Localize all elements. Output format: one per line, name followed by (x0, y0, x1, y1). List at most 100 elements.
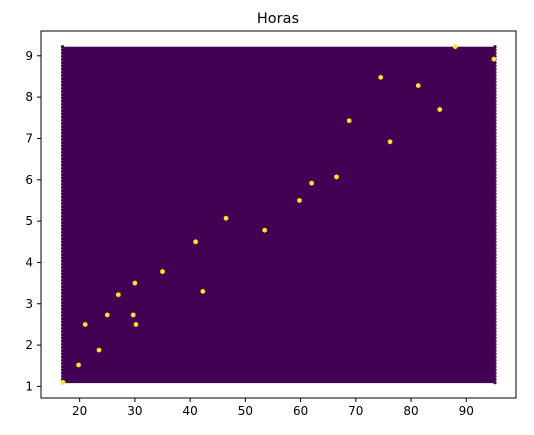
hexbin-edge-right (493, 61, 497, 65)
hexbin-edge-left (60, 144, 65, 148)
hexbin-edge-right (493, 157, 497, 161)
hexbin-edge-right (493, 208, 497, 212)
hexbin-edge-left (60, 51, 65, 55)
hexbin-edge-left (60, 275, 65, 279)
hexbin-edge-right (493, 80, 497, 84)
hexbin-edge-right (493, 368, 497, 372)
hexbin-edge-left (60, 304, 65, 308)
hexbin-edge-left (60, 115, 65, 119)
hexbin-edge-left (60, 105, 65, 110)
hexbin-edge-right (493, 326, 497, 330)
hexbin-edge-left (60, 54, 65, 58)
hexbin-edge-left (60, 150, 65, 154)
hexbin-edge-right (493, 221, 497, 225)
hexbin-cell (76, 362, 81, 368)
hexbin-edge-left (60, 83, 65, 87)
hexbin-cell (96, 347, 102, 353)
hexbin-edge-left (60, 99, 65, 103)
hexbin-edge-left (60, 67, 65, 71)
hexbin-edge-left (60, 374, 65, 378)
hexbin-edge-left (60, 307, 65, 311)
hexbin-edge-right (493, 93, 497, 97)
hexbin-edge-right (493, 214, 497, 218)
hexbin-edge-right (493, 377, 497, 382)
hexbin-edge-left (60, 262, 65, 266)
hexbin-edge-right (493, 275, 497, 279)
hexbin-edge-right (493, 67, 497, 71)
hexbin-cell (82, 321, 88, 328)
hexbin-edge-left (60, 256, 65, 260)
hexbin-edge-left (60, 313, 65, 318)
hexbin-edge-left (60, 45, 65, 49)
axes-frame (40, 30, 517, 399)
x-tick-label: 90 (459, 404, 474, 418)
hexbin-edge-right (493, 249, 497, 254)
hexbin-edge-right (493, 291, 497, 295)
x-tick-label: 80 (403, 404, 418, 418)
hexbin-edge-left (60, 86, 65, 90)
hexbin-edge-right (493, 131, 497, 135)
hexbin-edge-right (493, 265, 497, 270)
y-tick-label: 7 (25, 131, 33, 145)
hexbin-edge-right (493, 230, 497, 234)
hexbin-edge-left (60, 128, 65, 132)
y-tick-label: 2 (25, 338, 33, 352)
x-tick-label: 60 (293, 404, 308, 418)
hexbin-edge-right (493, 166, 497, 170)
hexbin-cell (116, 292, 121, 298)
hexbin-edge-right (493, 304, 497, 308)
hexbin-cell (130, 312, 136, 318)
hexbin-edge-left (60, 61, 65, 65)
hexbin-edge-right (493, 137, 497, 142)
hexbin-edge-left (60, 278, 65, 282)
hexbin-edge-left (60, 317, 65, 321)
hexbin-edge-left (60, 339, 65, 343)
hexbin-edge-left (60, 102, 65, 106)
hexbin-edge-left (60, 301, 65, 305)
hexbin-edge-right (493, 109, 497, 113)
hexbin-edge-right (493, 102, 497, 106)
hexbin-edge-left (60, 182, 65, 186)
hexbin-edge-right (493, 310, 497, 314)
hexbin-edge-right (493, 121, 497, 126)
hexbin-edge-right (493, 48, 497, 52)
hexbin-edge-left (60, 208, 65, 212)
hexbin-edge-left (60, 70, 65, 74)
hexbin-edge-right (493, 345, 497, 350)
hexbin-edge-right (493, 355, 497, 359)
hexbin-edge-left (60, 285, 65, 289)
hexbin-edge-left (60, 237, 65, 241)
hexbin-edge-right (493, 374, 497, 378)
hexbin-cell (133, 321, 139, 328)
hexbin-edge-right (493, 128, 497, 132)
y-tick-label: 9 (25, 49, 33, 63)
hexbin-edge-right (493, 336, 497, 340)
hexbin-edge-right (493, 147, 497, 151)
hexbin-edge-right (493, 278, 497, 282)
hexbin-cell (415, 82, 421, 89)
hexbin-cell (262, 227, 267, 233)
hexbin-edge-left (60, 192, 65, 196)
hexbin-edge-left (60, 349, 65, 353)
hexbin-edge-left (60, 189, 65, 193)
hexbin-edge-right (493, 227, 497, 231)
y-tick-label: 6 (25, 173, 33, 187)
hexbin-edge-left (60, 109, 65, 113)
x-tick-label: 20 (72, 404, 87, 418)
hexbin-edge-right (493, 77, 497, 81)
hexbin-edge-left (60, 336, 65, 340)
hexbin-edge-right (493, 237, 497, 241)
hexbin-edge-left (60, 333, 65, 337)
hexbin-cell (378, 74, 383, 80)
hexbin-edge-left (60, 288, 65, 292)
hexbin-edge-left (60, 131, 65, 135)
hexbin-edge-right (493, 176, 497, 180)
hexbin-edge-left (60, 153, 65, 158)
hexbin-cell (334, 174, 339, 180)
hexbin-edge-right (493, 240, 497, 244)
hexbin-edge-right (493, 371, 497, 375)
hexbin-edge-right (493, 297, 497, 302)
hexbin-edge-left (60, 368, 65, 372)
y-tick-label: 8 (25, 90, 33, 104)
hexbin-edge-right (493, 189, 497, 193)
